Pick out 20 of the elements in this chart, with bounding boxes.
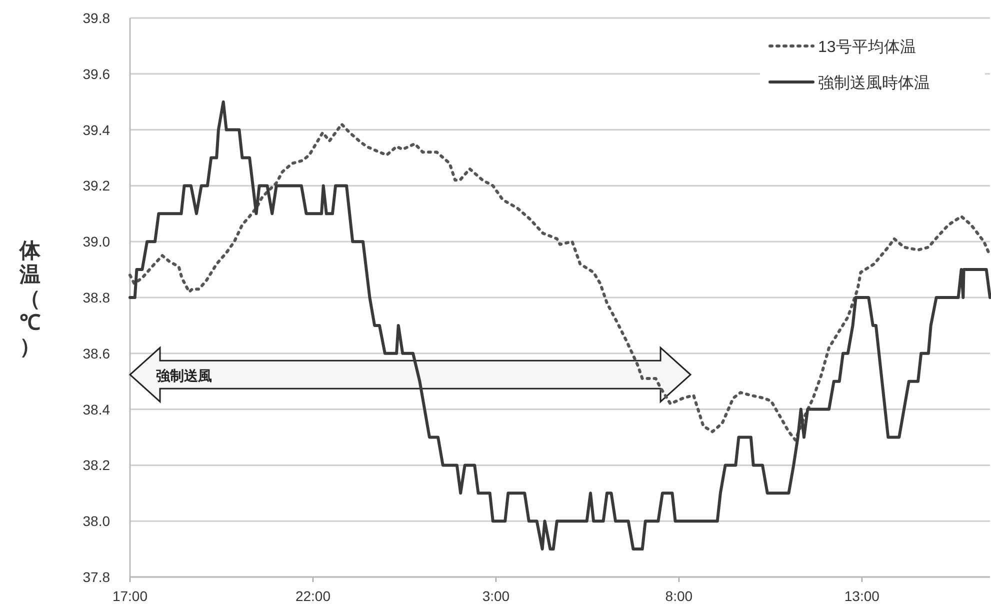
x-tick-label: 8:00 xyxy=(665,588,693,604)
y-tick-label: 38.8 xyxy=(82,290,110,306)
y-tick-label: 38.4 xyxy=(82,401,110,418)
y-tick-label: 38.0 xyxy=(82,513,110,530)
x-tick-label: 17:00 xyxy=(112,588,148,604)
y-tick-label: 39.4 xyxy=(82,122,110,138)
y-tick-label: 39.6 xyxy=(82,66,110,82)
x-tick-label: 3:00 xyxy=(482,588,510,604)
y-tick-label: 39.2 xyxy=(82,178,110,194)
x-tick-label: 22:00 xyxy=(295,588,331,604)
y-tick-label: 37.8 xyxy=(82,569,110,585)
y-tick-label: 38.2 xyxy=(82,457,110,474)
y-axis-title: 体温（℃） xyxy=(18,240,42,358)
x-tick-label: 13:00 xyxy=(844,588,880,604)
band-label: 強制送風 xyxy=(156,368,212,384)
legend-label: 13号平均体温 xyxy=(818,39,916,56)
y-tick-label: 39.0 xyxy=(82,234,110,250)
y-tick-label: 39.8 xyxy=(82,10,110,26)
legend-label: 強制送風時体温 xyxy=(818,74,930,92)
y-tick-label: 38.6 xyxy=(82,345,110,362)
